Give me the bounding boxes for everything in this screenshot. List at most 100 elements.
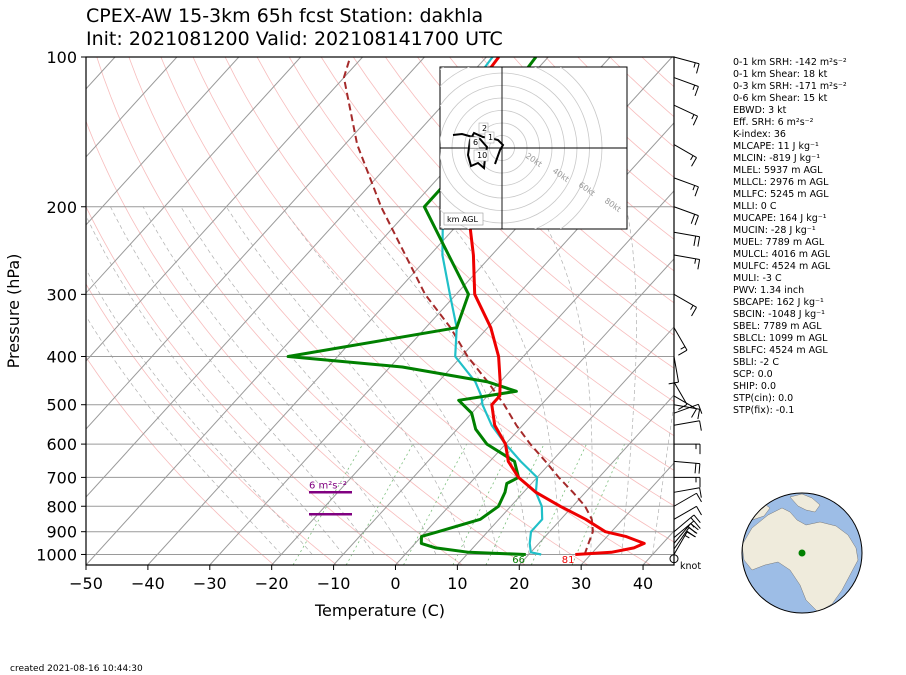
index-line: MLLI: 0 C bbox=[733, 201, 777, 212]
isotherm bbox=[86, 57, 425, 430]
wind-barb bbox=[673, 144, 697, 167]
index-line: SBLCL: 1099 m AGL bbox=[733, 333, 828, 344]
isotherm bbox=[518, 394, 674, 565]
dry-adiabat bbox=[224, 57, 674, 507]
wetbulb-trace bbox=[441, 57, 544, 556]
wind-barb bbox=[673, 487, 702, 498]
moist-adiabat bbox=[226, 206, 468, 555]
index-line: SBLI: -2 C bbox=[733, 357, 779, 368]
mixing-ratio-line bbox=[571, 443, 625, 565]
index-line: K-index: 36 bbox=[733, 129, 786, 140]
dry-adiabat bbox=[320, 57, 674, 403]
hodograph-legend-box bbox=[443, 212, 484, 226]
index-line: 0-1 km SRH: -142 m²s⁻² bbox=[733, 57, 847, 68]
moist-adiabat bbox=[535, 206, 593, 555]
x-tick-label: 0 bbox=[390, 574, 400, 593]
index-line: MUCIN: -28 J kg⁻¹ bbox=[733, 225, 816, 236]
wind-barb bbox=[673, 293, 697, 317]
mixing-ratio-line bbox=[485, 443, 545, 565]
y-tick-label: 200 bbox=[46, 198, 77, 217]
moist-adiabat bbox=[437, 206, 561, 555]
wind-barb bbox=[674, 443, 701, 455]
hodograph-legend: km AGL bbox=[447, 215, 479, 224]
dry-adiabat bbox=[417, 57, 674, 304]
x-tick-label: −10 bbox=[317, 574, 351, 593]
y-tick-label: 1000 bbox=[36, 545, 77, 564]
index-line: Eff. SRH: 6 m²s⁻² bbox=[733, 117, 814, 128]
index-line: MULI: -3 C bbox=[733, 273, 782, 284]
wind-barb bbox=[673, 77, 699, 97]
x-tick-label: −40 bbox=[131, 574, 165, 593]
wind-barb bbox=[673, 56, 700, 74]
isotherm bbox=[580, 462, 674, 565]
dry-adiabat bbox=[86, 120, 463, 565]
hodograph-height-label: 10 bbox=[477, 151, 487, 160]
calm-wind-circle bbox=[669, 554, 679, 564]
dry-adiabat bbox=[449, 57, 674, 272]
moist-adiabat bbox=[180, 206, 437, 555]
wind-barb bbox=[673, 177, 699, 197]
moist-adiabat bbox=[86, 214, 344, 555]
index-line: 0-1 km Shear: 18 kt bbox=[733, 69, 828, 80]
chart-title-line2: Init: 2021081200 Valid: 202108141700 UTC bbox=[86, 28, 503, 50]
x-axis-label: Temperature (C) bbox=[314, 601, 445, 620]
wind-barb bbox=[668, 356, 680, 385]
surface-value-label: 66 bbox=[512, 555, 525, 566]
globe-outline bbox=[741, 492, 863, 614]
wind-barb bbox=[673, 231, 701, 247]
x-tick-label: −50 bbox=[69, 574, 103, 593]
hodograph-height-box bbox=[469, 136, 480, 149]
wind-barb bbox=[673, 520, 701, 538]
globe-land-africa bbox=[742, 507, 859, 613]
index-line: PWV: 1.34 inch bbox=[733, 285, 805, 296]
index-line: EBWD: 3 kt bbox=[733, 105, 787, 116]
moist-adiabat bbox=[110, 206, 375, 555]
mixing-ratio-line bbox=[345, 443, 414, 565]
index-line: MLCAPE: 11 J kg⁻¹ bbox=[733, 141, 819, 152]
plot-area bbox=[86, 57, 674, 565]
wind-barb bbox=[673, 381, 688, 410]
index-line: SBEL: 7789 m AGL bbox=[733, 321, 822, 332]
isotherm bbox=[86, 57, 487, 498]
index-line: MUEL: 7789 m AGL bbox=[733, 237, 825, 248]
wind-barb bbox=[673, 327, 688, 356]
dry-adiabat bbox=[352, 57, 674, 369]
wind-barb bbox=[673, 206, 699, 226]
mixing-ratio-line bbox=[292, 443, 364, 565]
x-tick-label: 10 bbox=[447, 574, 467, 593]
index-line: STP(cin): 0.0 bbox=[733, 393, 794, 404]
moist-adiabat bbox=[86, 268, 313, 555]
index-line: MLLFC: 5245 m AGL bbox=[733, 189, 829, 200]
wind-barb bbox=[673, 460, 701, 474]
isotherm bbox=[86, 57, 240, 226]
y-axis-label: Pressure (hPa) bbox=[4, 254, 23, 369]
index-line: SCP: 0.0 bbox=[733, 369, 773, 380]
index-line: MUCAPE: 164 J kg⁻¹ bbox=[733, 213, 827, 224]
surface-value-label: 81 bbox=[562, 555, 575, 566]
y-tick-label: 600 bbox=[46, 435, 77, 454]
index-line: MLLCL: 2976 m AGL bbox=[733, 177, 829, 188]
index-line: MLCIN: -819 J kg⁻¹ bbox=[733, 153, 821, 164]
isotherm bbox=[86, 57, 363, 362]
x-tick-label: −30 bbox=[193, 574, 227, 593]
x-tick-label: 30 bbox=[571, 574, 591, 593]
hodograph-height-box bbox=[478, 122, 489, 135]
moist-adiabat bbox=[652, 401, 674, 555]
moist-adiabat bbox=[281, 206, 499, 555]
x-tick-label: 20 bbox=[509, 574, 529, 593]
hodograph-height-label: 2 bbox=[482, 124, 487, 133]
moist-adiabat bbox=[621, 206, 637, 555]
wind-unit-label: knot bbox=[680, 561, 701, 572]
dry-adiabat bbox=[86, 356, 275, 565]
mixing-ratio-line bbox=[452, 443, 514, 565]
hodograph-height-label: 1 bbox=[488, 133, 493, 142]
index-line: MULFC: 4524 m AGL bbox=[733, 261, 831, 272]
parcel-trace bbox=[342, 57, 594, 555]
wind-barb bbox=[673, 420, 702, 431]
index-line: SBCIN: -1048 J kg⁻¹ bbox=[733, 309, 825, 320]
index-line: MLEL: 5937 m AGL bbox=[733, 165, 823, 176]
index-line: 0-3 km SRH: -171 m²s⁻² bbox=[733, 81, 847, 92]
dry-adiabat bbox=[160, 57, 651, 565]
